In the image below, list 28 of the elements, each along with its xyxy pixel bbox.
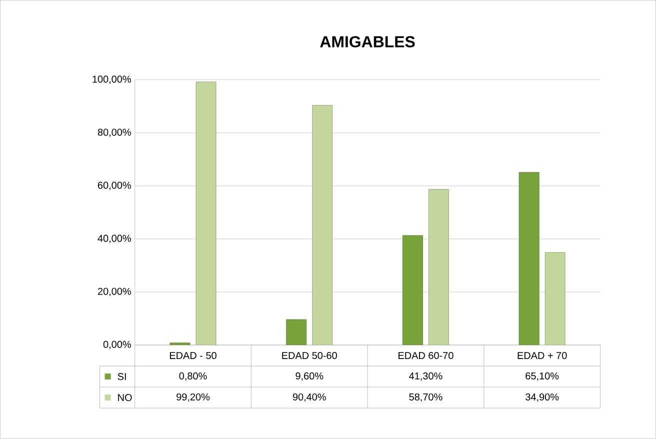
x-tick-label: EDAD 50-60 — [282, 352, 337, 360]
y-tick-label: 60,00% — [98, 182, 131, 190]
bar — [402, 235, 423, 346]
bar — [518, 172, 540, 346]
bar — [286, 319, 307, 346]
y-tick-label: 0,00% — [103, 340, 131, 350]
data-label: 65,10% — [526, 372, 559, 381]
data-label: 41,30% — [409, 372, 442, 381]
bar — [544, 252, 566, 346]
x-tick-label: EDAD 60-70 — [398, 352, 454, 360]
data-label: 99,20% — [176, 394, 210, 402]
y-tick-label: 20,00% — [98, 288, 131, 296]
y-tick-label: 40,00% — [98, 234, 131, 244]
data-label: 9,60% — [296, 372, 324, 381]
chart-title: AMIGABLES — [320, 36, 415, 48]
data-label: 58,70% — [409, 394, 442, 402]
bar — [312, 105, 333, 346]
legend-label: SI — [118, 373, 126, 380]
data-label: 90,40% — [292, 394, 326, 402]
data-label: 0,80% — [179, 372, 207, 381]
y-tick-label: 80,00% — [98, 128, 131, 138]
y-tick-label: 100,00% — [92, 76, 131, 84]
bar — [428, 189, 449, 346]
data-label: 34,90% — [526, 394, 559, 402]
bar — [196, 82, 216, 346]
legend-label: NO — [118, 394, 132, 402]
x-tick-label: EDAD + 70 — [518, 352, 567, 360]
x-tick-label: EDAD - 50 — [170, 352, 216, 360]
